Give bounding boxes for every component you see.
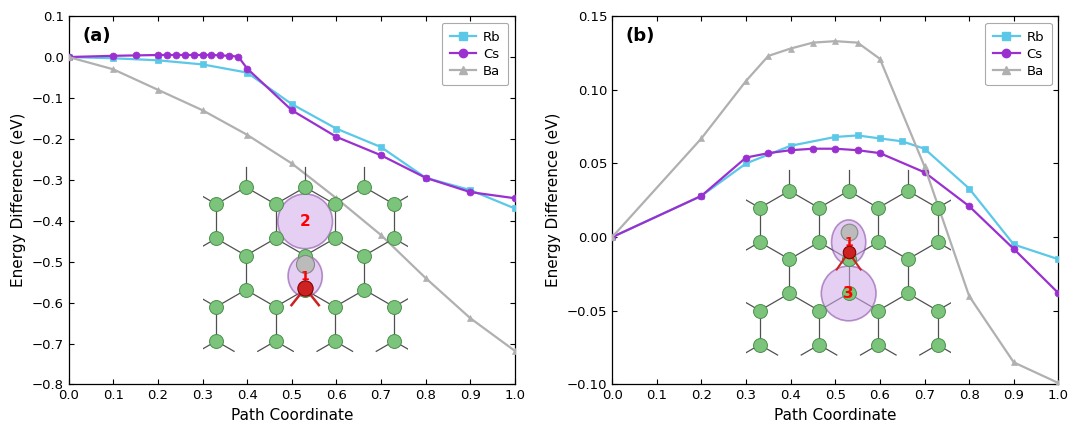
- Ba: [962, 293, 975, 299]
- Rb: [694, 193, 707, 198]
- Cs: [807, 146, 820, 151]
- Line: Ba: Ba: [65, 53, 518, 355]
- Line: Rb: Rb: [609, 132, 1062, 263]
- Rb: [874, 136, 887, 141]
- Rb: [107, 56, 120, 61]
- Ba: [285, 161, 298, 166]
- Ba: [740, 79, 753, 84]
- Cs: [160, 53, 173, 58]
- Ba: [197, 108, 210, 113]
- Rb: [851, 133, 864, 138]
- Ba: [419, 276, 432, 281]
- Rb: [197, 62, 210, 67]
- Cs: [222, 53, 235, 59]
- Ba: [463, 316, 476, 321]
- Rb: [828, 135, 841, 140]
- Rb: [419, 175, 432, 181]
- Cs: [784, 148, 797, 153]
- Cs: [1052, 290, 1065, 296]
- X-axis label: Path Coordinate: Path Coordinate: [230, 408, 353, 423]
- Cs: [197, 53, 210, 58]
- Rb: [285, 102, 298, 107]
- Cs: [851, 148, 864, 153]
- Y-axis label: Energy Difference (eV): Energy Difference (eV): [546, 113, 562, 287]
- Rb: [918, 146, 931, 151]
- Ba: [807, 40, 820, 45]
- Y-axis label: Energy Difference (eV): Energy Difference (eV): [11, 113, 26, 287]
- Ba: [828, 39, 841, 44]
- Cs: [606, 234, 619, 240]
- Ba: [1052, 380, 1065, 385]
- Cs: [694, 193, 707, 198]
- Line: Rb: Rb: [65, 53, 518, 212]
- Cs: [962, 204, 975, 209]
- Cs: [232, 54, 245, 59]
- Line: Cs: Cs: [609, 145, 1062, 296]
- Rb: [962, 186, 975, 191]
- Cs: [329, 134, 342, 139]
- Ba: [606, 234, 619, 240]
- Ba: [761, 53, 774, 59]
- Cs: [130, 53, 143, 58]
- Cs: [285, 108, 298, 113]
- Text: (a): (a): [82, 27, 110, 45]
- Cs: [1008, 247, 1021, 252]
- Cs: [874, 151, 887, 156]
- Cs: [151, 53, 164, 58]
- Rb: [329, 126, 342, 131]
- Ba: [851, 40, 864, 45]
- Legend: Rb, Cs, Ba: Rb, Cs, Ba: [442, 23, 509, 85]
- Cs: [828, 146, 841, 151]
- Rb: [375, 145, 388, 150]
- Line: Ba: Ba: [609, 38, 1062, 386]
- Ba: [509, 349, 522, 354]
- Ba: [918, 164, 931, 169]
- Legend: Rb, Cs, Ba: Rb, Cs, Ba: [985, 23, 1052, 85]
- Ba: [107, 67, 120, 72]
- Cs: [463, 190, 476, 195]
- Text: (b): (b): [625, 27, 654, 45]
- Rb: [151, 58, 164, 63]
- Rb: [784, 143, 797, 148]
- X-axis label: Path Coordinate: Path Coordinate: [774, 408, 896, 423]
- Rb: [241, 70, 254, 75]
- Cs: [509, 196, 522, 201]
- Cs: [375, 153, 388, 158]
- Cs: [205, 53, 218, 58]
- Rb: [509, 206, 522, 211]
- Cs: [178, 53, 191, 58]
- Ba: [241, 132, 254, 138]
- Cs: [107, 53, 120, 59]
- Ba: [694, 136, 707, 141]
- Cs: [740, 155, 753, 160]
- Cs: [187, 53, 200, 58]
- Ba: [375, 233, 388, 238]
- Cs: [761, 151, 774, 156]
- Cs: [419, 175, 432, 181]
- Ba: [151, 87, 164, 92]
- Rb: [740, 161, 753, 166]
- Line: Cs: Cs: [65, 52, 518, 202]
- Ba: [1008, 360, 1021, 365]
- Ba: [784, 46, 797, 51]
- Rb: [1008, 242, 1021, 247]
- Cs: [241, 66, 254, 71]
- Rb: [63, 54, 76, 59]
- Cs: [170, 53, 183, 58]
- Ba: [329, 196, 342, 201]
- Cs: [63, 54, 76, 59]
- Cs: [214, 53, 227, 58]
- Ba: [63, 54, 76, 59]
- Rb: [463, 187, 476, 193]
- Rb: [606, 234, 619, 240]
- Cs: [918, 170, 931, 175]
- Ba: [874, 56, 887, 62]
- Rb: [1052, 256, 1065, 262]
- Rb: [895, 139, 908, 144]
